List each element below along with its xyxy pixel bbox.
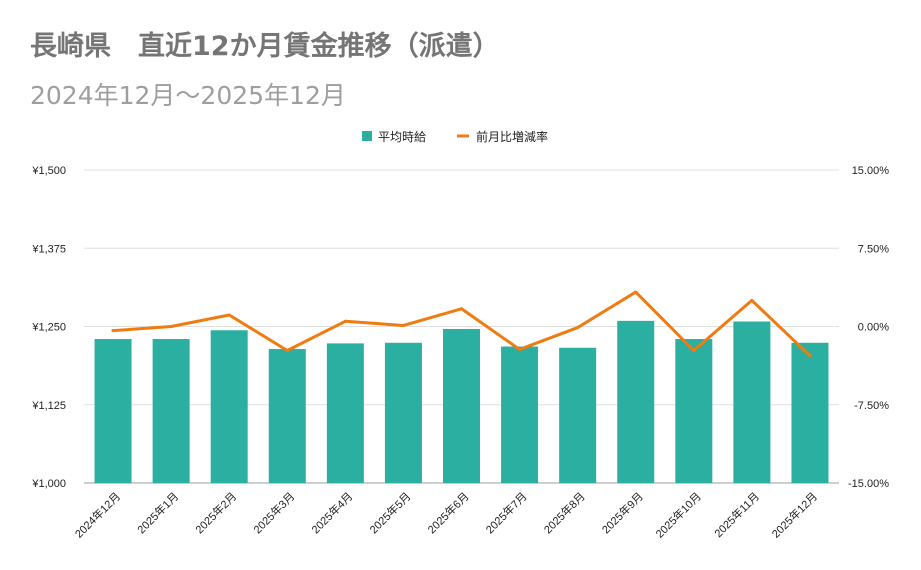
right-tick-label: -7.50%	[854, 400, 889, 412]
line-point	[401, 323, 405, 327]
x-tick-label: 2025年7月	[483, 489, 530, 536]
x-tick-label: 2024年12月	[72, 489, 123, 540]
line-point	[634, 290, 638, 294]
line-point	[169, 325, 173, 328]
line-point	[750, 298, 754, 302]
chart-subtitle: 2024年12月～2025年12月	[30, 81, 346, 110]
line-point	[111, 329, 115, 333]
line-point	[692, 348, 696, 352]
left-tick-label: ¥1,000	[31, 478, 66, 490]
bar	[559, 347, 597, 483]
legend: 平均時給 前月比増減率	[362, 129, 548, 144]
x-tick-label: 2025年2月	[192, 489, 239, 536]
x-tick-label: 2025年1月	[134, 489, 181, 536]
left-tick-label: ¥1,250	[31, 322, 66, 334]
bar-series	[94, 320, 829, 483]
x-tick-label: 2025年12月	[769, 489, 820, 540]
x-tick-label: 2025年11月	[711, 489, 762, 540]
x-tick-label: 2025年5月	[366, 489, 413, 536]
x-tick-label: 2025年9月	[599, 489, 646, 536]
left-tick-label: ¥1,125	[31, 400, 66, 412]
line-point	[227, 313, 231, 317]
bar	[326, 343, 364, 483]
x-tick-label: 2025年6月	[425, 489, 472, 536]
right-tick-label: -15.00%	[848, 478, 889, 490]
bar	[152, 339, 190, 483]
left-tick-label: ¥1,500	[31, 165, 66, 177]
chart-title: 長崎県 直近12か月賃金推移（派遣）	[30, 31, 500, 62]
x-tick-label: 2025年8月	[541, 489, 588, 536]
legend-swatch-bar	[362, 131, 372, 141]
bar	[94, 339, 132, 483]
left-axis-labels: ¥1,000 ¥1,125 ¥1,250 ¥1,375 ¥1,500	[31, 165, 66, 490]
right-tick-label: 0.00%	[858, 322, 889, 334]
bar	[617, 320, 655, 483]
legend-label-bar: 平均時給	[378, 130, 426, 144]
x-tick-label: 2025年3月	[250, 489, 297, 536]
bar	[210, 330, 248, 483]
line-series	[111, 290, 812, 358]
right-tick-label: 15.00%	[852, 165, 890, 177]
bar	[268, 349, 306, 483]
right-axis-labels: -15.00% -7.50% 0.00% 7.50% 15.00%	[848, 165, 889, 490]
line-point	[808, 354, 812, 358]
x-tick-label: 2025年4月	[308, 489, 355, 536]
bar	[501, 346, 539, 483]
bar	[443, 329, 480, 483]
legend-label-line: 前月比増減率	[476, 129, 548, 144]
x-tick-label: 2025年10月	[653, 489, 704, 540]
bar	[733, 321, 771, 483]
line-point	[285, 348, 289, 352]
bar	[384, 342, 422, 483]
bar	[791, 342, 829, 483]
right-tick-label: 7.50%	[858, 243, 889, 255]
line-point	[576, 326, 580, 330]
bar	[675, 339, 713, 483]
x-axis-labels: 2024年12月 2025年1月 2025年2月 2025年3月 2025年4月 2025…	[72, 489, 820, 540]
left-tick-label: ¥1,375	[31, 243, 66, 255]
line-point	[518, 347, 522, 351]
line-point	[460, 307, 463, 311]
line-point	[343, 319, 347, 323]
